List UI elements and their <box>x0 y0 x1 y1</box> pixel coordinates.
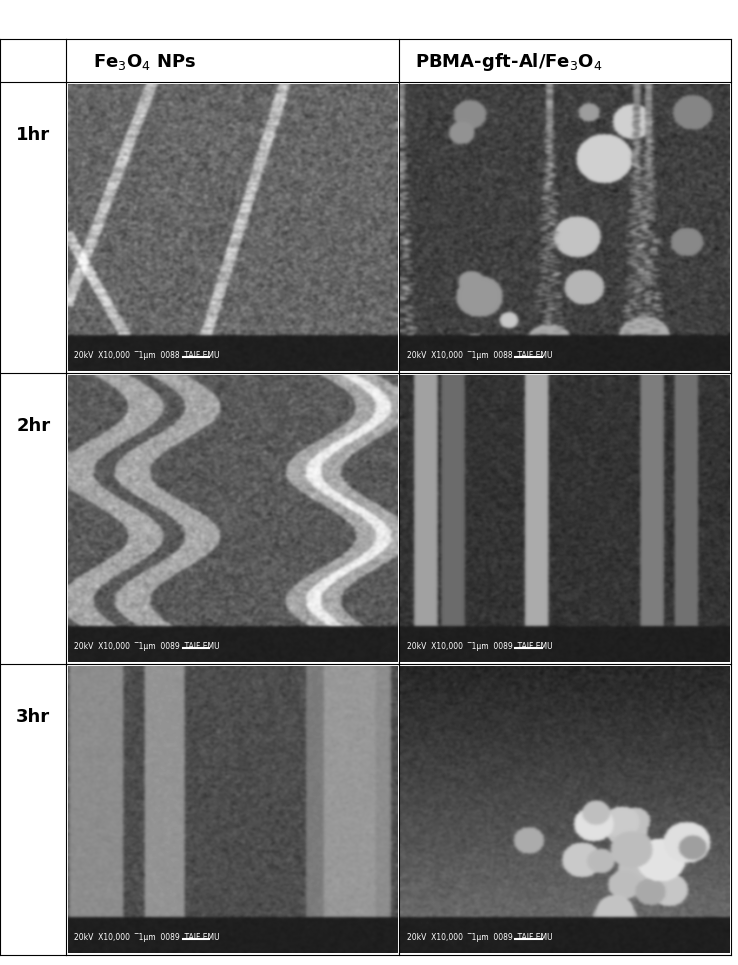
Text: 1hr: 1hr <box>16 125 50 144</box>
Text: Fe$_3$O$_4$ NPs: Fe$_3$O$_4$ NPs <box>93 52 196 72</box>
Text: 20kV  X10,000  ‾1μm  0089  TAIF EMU: 20kV X10,000 ‾1μm 0089 TAIF EMU <box>407 933 552 942</box>
Text: 20kV  X10,000  ‾1μm  0089  TAIF EMU: 20kV X10,000 ‾1μm 0089 TAIF EMU <box>407 642 552 650</box>
Text: 20kV  X10,000  ‾1μm  0089  TAIF EMU: 20kV X10,000 ‾1μm 0089 TAIF EMU <box>75 642 220 650</box>
Text: 20kV  X10,000  ‾1μm  0088  TAIF EMU: 20kV X10,000 ‾1μm 0088 TAIF EMU <box>407 350 552 360</box>
Text: 3hr: 3hr <box>16 708 50 726</box>
Text: PBMA-gft-Al/Fe$_3$O$_4$: PBMA-gft-Al/Fe$_3$O$_4$ <box>415 51 603 73</box>
Text: 2hr: 2hr <box>16 417 50 435</box>
Text: 20kV  X10,000  ‾1μm  0088  TAIF EMU: 20kV X10,000 ‾1μm 0088 TAIF EMU <box>75 350 220 360</box>
Text: 20kV  X10,000  ‾1μm  0089  TAIF EMU: 20kV X10,000 ‾1μm 0089 TAIF EMU <box>75 933 220 942</box>
